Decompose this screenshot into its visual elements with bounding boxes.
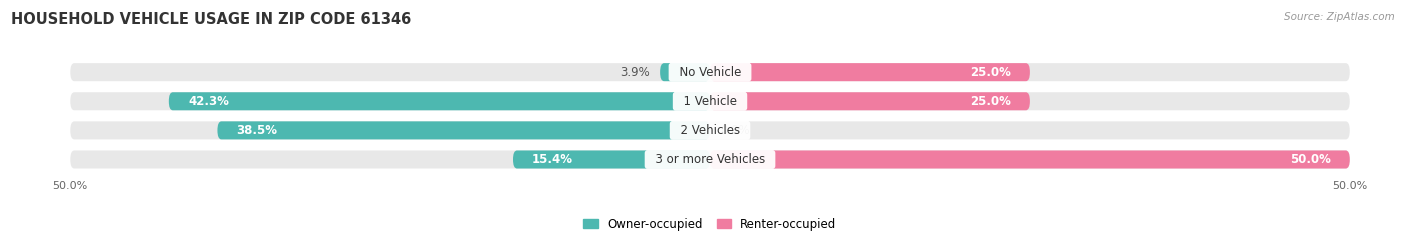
FancyBboxPatch shape	[710, 92, 1029, 110]
Text: 25.0%: 25.0%	[970, 66, 1011, 79]
Text: 42.3%: 42.3%	[188, 95, 229, 108]
Text: 15.4%: 15.4%	[533, 153, 574, 166]
FancyBboxPatch shape	[70, 63, 1350, 81]
Text: 2 Vehicles: 2 Vehicles	[672, 124, 748, 137]
FancyBboxPatch shape	[70, 121, 1350, 139]
Text: 1 Vehicle: 1 Vehicle	[676, 95, 744, 108]
FancyBboxPatch shape	[513, 150, 710, 168]
Text: 25.0%: 25.0%	[970, 95, 1011, 108]
FancyBboxPatch shape	[661, 63, 710, 81]
Text: HOUSEHOLD VEHICLE USAGE IN ZIP CODE 61346: HOUSEHOLD VEHICLE USAGE IN ZIP CODE 6134…	[11, 12, 412, 27]
Text: 3.9%: 3.9%	[620, 66, 650, 79]
FancyBboxPatch shape	[710, 63, 1029, 81]
Legend: Owner-occupied, Renter-occupied: Owner-occupied, Renter-occupied	[579, 213, 841, 234]
Text: 0.0%: 0.0%	[720, 124, 749, 137]
FancyBboxPatch shape	[169, 92, 710, 110]
FancyBboxPatch shape	[70, 92, 1350, 110]
Text: 38.5%: 38.5%	[236, 124, 277, 137]
FancyBboxPatch shape	[710, 150, 1350, 168]
Text: Source: ZipAtlas.com: Source: ZipAtlas.com	[1284, 12, 1395, 22]
Text: 50.0%: 50.0%	[1289, 153, 1330, 166]
FancyBboxPatch shape	[70, 150, 1350, 168]
Text: 3 or more Vehicles: 3 or more Vehicles	[648, 153, 772, 166]
FancyBboxPatch shape	[218, 121, 710, 139]
Text: No Vehicle: No Vehicle	[672, 66, 748, 79]
